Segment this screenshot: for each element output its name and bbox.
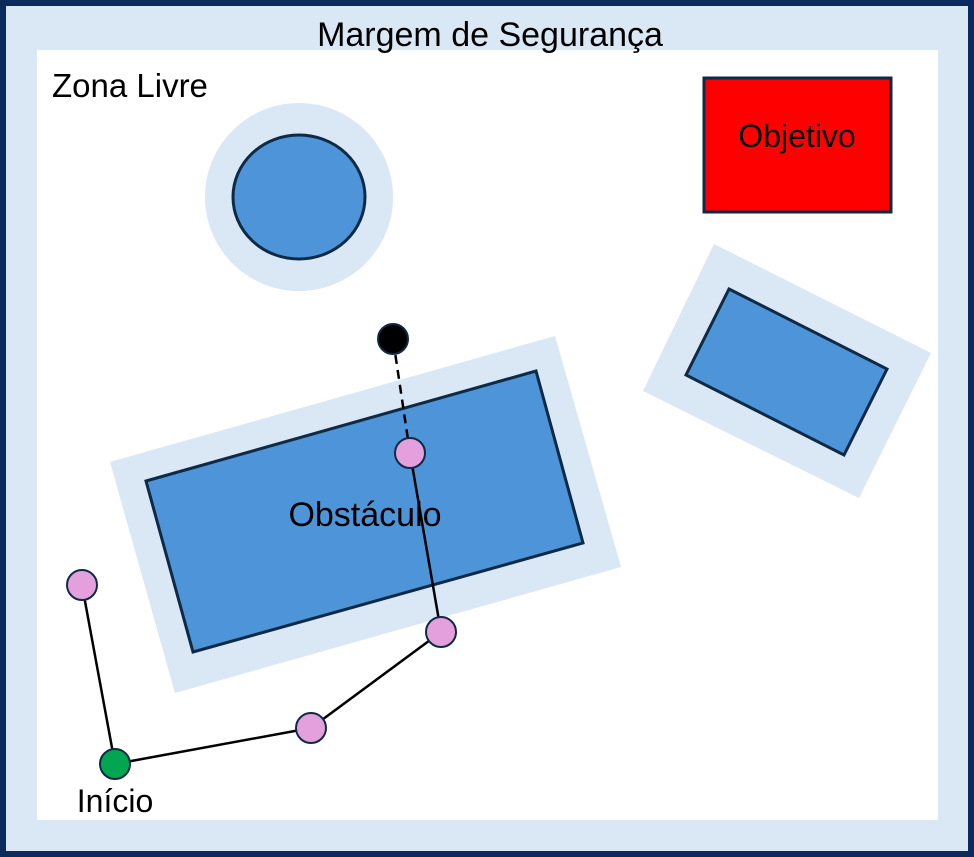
edge-start-to-left-node <box>80 584 117 765</box>
goal-label: Objetivo <box>738 118 855 154</box>
edge-start-to-node-1 <box>114 726 312 766</box>
safety-margin-label: Margem de Segurança <box>317 16 663 54</box>
edge-node-1-to-node-2 <box>310 630 442 730</box>
tree-node-3 <box>394 437 426 469</box>
large-obstacle <box>144 369 585 654</box>
free-zone-label: Zona Livre <box>52 67 208 104</box>
obstacle-label: Obstáculo <box>288 496 441 534</box>
tree-node-left <box>66 569 98 601</box>
tree-node-2 <box>425 616 457 648</box>
edge-node-2-to-node-3 <box>408 452 443 633</box>
tree-node-1 <box>295 712 327 744</box>
goal-box <box>702 76 893 214</box>
tilted-obstacle <box>683 286 890 458</box>
start-node <box>99 748 131 780</box>
sample-node <box>377 323 409 355</box>
start-label: Início <box>77 783 153 819</box>
edge-dashed-to-sample <box>391 338 412 454</box>
circle-obstacle <box>231 133 367 261</box>
